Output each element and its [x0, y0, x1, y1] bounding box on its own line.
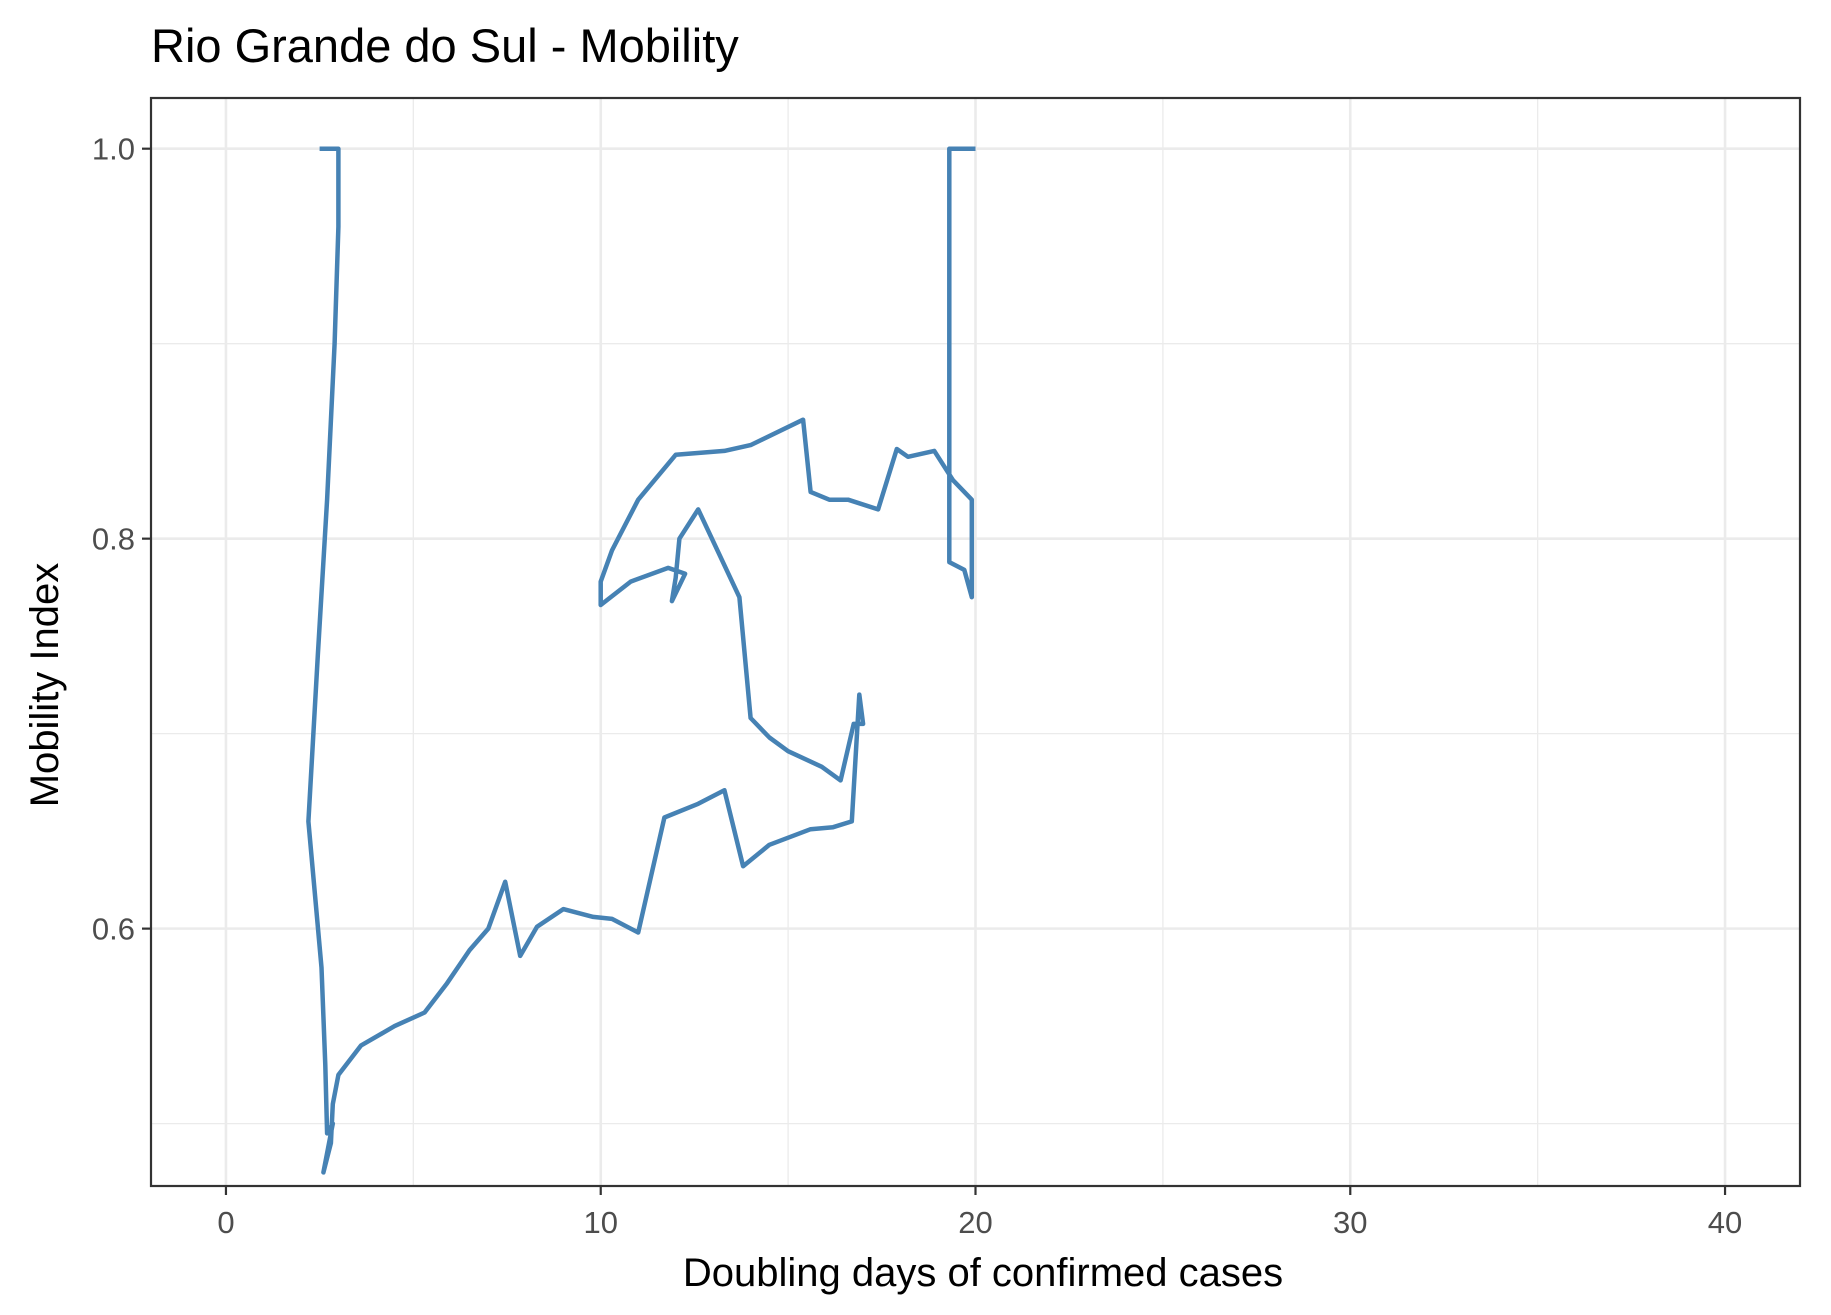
y-tick-label: 0.6	[92, 912, 135, 947]
x-tick-label: 40	[1708, 1205, 1742, 1240]
y-axis-title: Mobility Index	[23, 563, 67, 808]
y-tick-label: 1.0	[92, 132, 135, 167]
x-axis-title: Doubling days of confirmed cases	[683, 1251, 1283, 1295]
y-tick-label: 0.8	[92, 522, 135, 557]
x-tick-label: 30	[1333, 1205, 1367, 1240]
series-line-1	[306, 146, 976, 1175]
series-layer	[306, 146, 976, 1175]
axis-ticks: 0 10 20 30 40 0.6 0.8 1.0	[92, 132, 1742, 1240]
grid	[151, 98, 1800, 1186]
chart-title: Rio Grande do Sul - Mobility	[151, 19, 739, 72]
x-tick-label: 10	[583, 1205, 617, 1240]
x-tick-label: 0	[217, 1205, 234, 1240]
x-tick-label: 20	[958, 1205, 992, 1240]
